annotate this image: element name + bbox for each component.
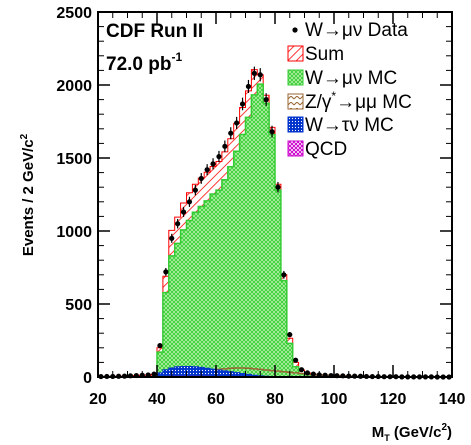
x-axis-label: MT (GeV/c2) xyxy=(372,422,452,443)
wmunu-mc-histogram xyxy=(98,84,452,378)
data-point xyxy=(228,130,234,136)
x-axis-ticks: 20 40 60 80 100 120 140 xyxy=(89,12,465,408)
y-tick-label: 2500 xyxy=(56,5,92,22)
y-tick-label: 500 xyxy=(65,297,92,314)
data-point xyxy=(163,269,169,275)
x-tick-label: 120 xyxy=(380,391,407,408)
legend-label: Sum xyxy=(305,44,344,65)
data-point xyxy=(180,209,187,215)
legend-swatch xyxy=(287,93,304,110)
data-point xyxy=(239,101,246,107)
data-point xyxy=(304,370,311,376)
data-point xyxy=(186,199,193,205)
y-tick-label: 1000 xyxy=(56,224,92,241)
data-point xyxy=(192,187,198,193)
y-tick-label: 0 xyxy=(83,370,92,387)
x-tick-label: 80 xyxy=(266,391,284,408)
data-point xyxy=(251,70,257,76)
annotation-title: CDF Run II xyxy=(106,21,203,42)
legend-label: QCD xyxy=(305,139,347,160)
data-point xyxy=(216,153,222,160)
data-point xyxy=(263,97,269,103)
legend-swatch xyxy=(287,116,304,133)
data-point xyxy=(175,221,181,227)
data-point xyxy=(234,120,240,126)
x-tick-label: 20 xyxy=(89,391,107,408)
data-point xyxy=(287,332,293,338)
data-point xyxy=(245,83,252,90)
legend-label: W→μν Data xyxy=(305,20,408,41)
x-tick-label: 60 xyxy=(207,391,225,408)
data-point xyxy=(281,272,287,278)
y-tick-label: 1500 xyxy=(56,151,92,168)
legend-swatch xyxy=(287,140,304,157)
data-point xyxy=(298,367,305,373)
y-tick-label: 2000 xyxy=(56,78,92,95)
x-tick-label: 140 xyxy=(439,391,466,408)
legend: W→μν Data Sum W→μν MCZ/γ*→μμ MCW→τν MC QCD xyxy=(287,20,412,160)
histogram-bars xyxy=(97,69,452,378)
data-point xyxy=(275,184,281,190)
legend-swatch xyxy=(287,45,304,62)
annotation-lumi: 72.0 pb-1 xyxy=(106,50,182,75)
legend-label: W→τν MC xyxy=(305,115,394,136)
legend-data-marker xyxy=(292,27,298,33)
x-tick-label: 100 xyxy=(321,391,348,408)
x-tick-label: 40 xyxy=(148,391,166,408)
data-point xyxy=(269,129,275,135)
data-point xyxy=(222,143,228,149)
legend-label: Z/γ*→μμ MC xyxy=(305,89,412,113)
data-point xyxy=(198,175,204,182)
legend-swatch xyxy=(287,69,304,86)
y-axis-ticks: 0 500 1000 1500 2000 2500 xyxy=(56,5,452,387)
legend-label: W→μν MC xyxy=(305,68,397,89)
data-point xyxy=(257,72,263,78)
data-point xyxy=(151,371,157,377)
y-axis-label: Events / 2 GeV/c2 xyxy=(19,133,37,256)
data-point xyxy=(210,161,216,167)
data-point xyxy=(157,343,163,349)
data-point xyxy=(293,357,299,363)
data-point xyxy=(310,371,316,377)
data-point xyxy=(169,235,175,241)
data-point xyxy=(204,167,210,173)
